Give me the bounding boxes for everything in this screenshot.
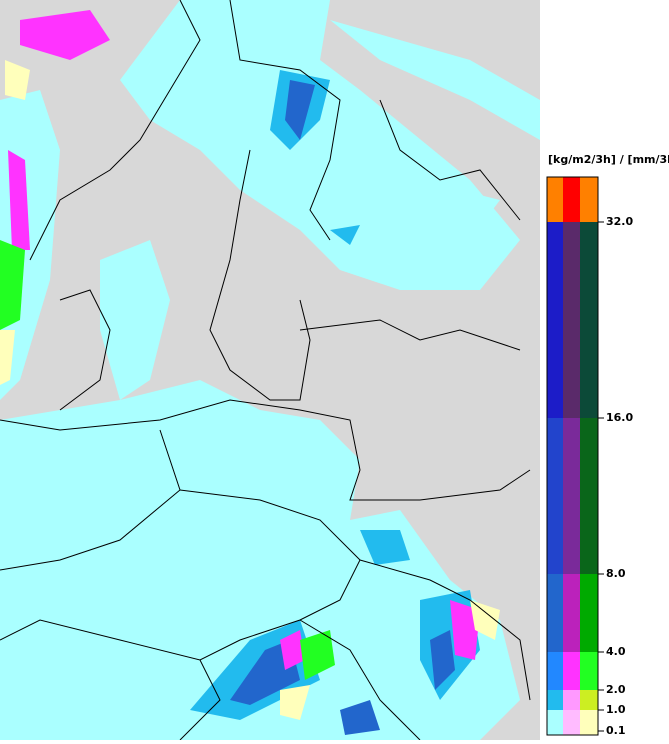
tick-label: 32.0	[606, 215, 633, 228]
tick-label: 2.0	[606, 683, 626, 696]
tick-label: 16.0	[606, 411, 633, 424]
color-band	[563, 222, 580, 418]
tick-label: 1.0	[606, 703, 626, 716]
color-band	[563, 418, 580, 574]
legend-title: [kg/m2/3h] / [mm/3h]	[548, 153, 669, 166]
color-band	[547, 222, 563, 418]
color-band	[563, 177, 580, 222]
color-band	[580, 222, 598, 418]
color-band	[547, 418, 563, 574]
color-band	[580, 574, 598, 652]
color-band	[547, 710, 563, 735]
color-band	[547, 652, 563, 690]
color-band	[580, 690, 598, 710]
color-band	[547, 574, 563, 652]
color-band	[547, 177, 563, 222]
map	[0, 0, 540, 741]
color-band	[547, 690, 563, 710]
color-band	[580, 710, 598, 735]
color-band	[580, 418, 598, 574]
color-band	[563, 652, 580, 690]
legend: [kg/m2/3h] / [mm/3h] 32.0 16.0 8.0 4.0 2.0 1.…	[546, 153, 669, 737]
color-band	[563, 574, 580, 652]
colorbar-frame	[546, 176, 599, 736]
tick-label: 4.0	[606, 645, 626, 658]
tick-label: 0.1	[606, 724, 626, 737]
color-band	[563, 710, 580, 735]
color-band	[580, 652, 598, 690]
color-band	[580, 177, 598, 222]
color-band	[563, 690, 580, 710]
tick-label: 8.0	[606, 567, 626, 580]
